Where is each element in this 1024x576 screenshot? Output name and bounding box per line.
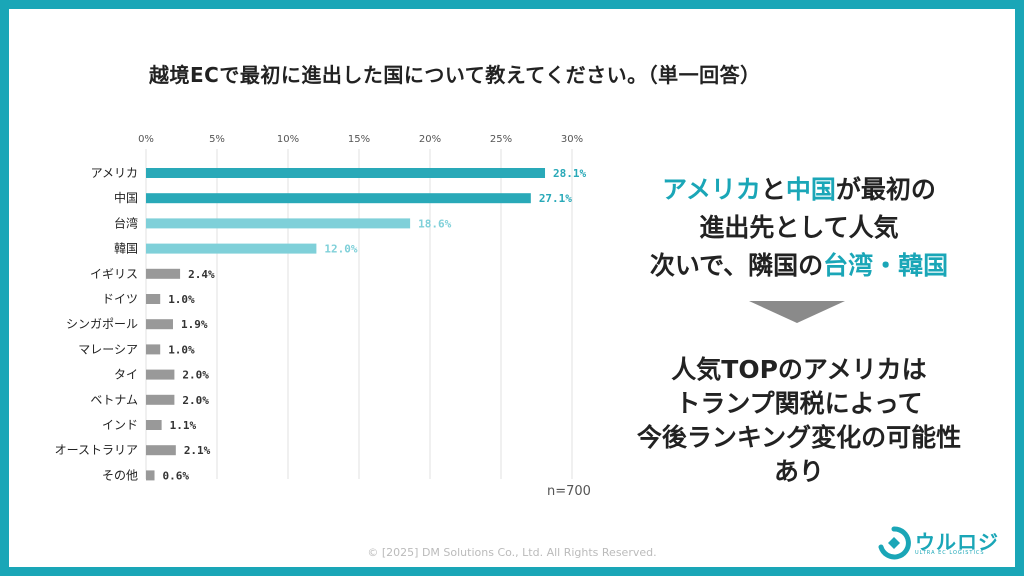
category-label: 中国 <box>114 190 138 205</box>
data-label: 2.1% <box>184 444 211 457</box>
bar <box>146 369 175 380</box>
x-tick-label: 25% <box>490 134 512 145</box>
category-label: マレーシア <box>78 342 138 356</box>
headline-line-2: 進出先として人気 <box>699 213 899 242</box>
bar <box>146 218 411 229</box>
data-label: 1.0% <box>168 293 195 306</box>
logo-name: ウルロジ <box>915 530 999 554</box>
data-label: 2.4% <box>188 268 215 281</box>
conclusion-line-3: 今後ランキング変化の可能性 <box>636 423 962 452</box>
bar <box>146 294 161 304</box>
data-label: 1.1% <box>170 419 197 432</box>
conclusion-line-4: あり <box>773 457 824 486</box>
bar-chart: 0% 5% 10% 15% 20% 25% 30% アメリカ 28.1% 中国 27.1% 台湾 18.… <box>55 134 587 482</box>
chart-title: 越境ECで最初に進出した国について教えてください。（単一回答） <box>149 63 761 87</box>
headline: アメリカと中国が最初の 進出先として人気 次いで、隣国の台湾・韓国 <box>609 171 989 285</box>
bar <box>146 243 317 254</box>
data-label: 0.6% <box>163 469 190 482</box>
data-label: 1.9% <box>181 318 208 331</box>
copyright: © [2025] DM Solutions Co., Ltd. All Righ… <box>367 546 657 559</box>
bar <box>146 268 181 279</box>
x-tick-label: 5% <box>209 134 225 145</box>
category-label: その他 <box>102 468 138 482</box>
slide: 越境ECで最初に進出した国について教えてください。（単一回答） 0% 5% 10% 1… <box>9 9 1015 567</box>
conclusion-line-1: 人気TOPのアメリカは <box>671 355 927 384</box>
data-label: 27.1% <box>539 192 572 205</box>
logo-subtitle: ULTRA EC LOGISTICS <box>915 550 985 556</box>
bar <box>146 193 531 204</box>
headline-china: 中国 <box>785 175 836 204</box>
down-arrow-icon <box>749 301 845 323</box>
x-tick-label: 30% <box>561 134 583 145</box>
logo: ウルロジ ULTRA EC LOGISTICS <box>877 526 1007 562</box>
category-label: イギリス <box>90 267 138 281</box>
bar <box>146 168 546 178</box>
category-label: オーストラリア <box>55 443 138 457</box>
bar <box>146 445 176 456</box>
category-label: シンガポール <box>66 317 138 331</box>
headline-line-3: 次いで、隣国の台湾・韓国 <box>609 247 989 285</box>
category-label: ベトナム <box>90 393 138 407</box>
data-label: 2.0% <box>182 369 209 382</box>
sample-size-note: n=700 <box>547 484 591 499</box>
data-label: 1.0% <box>168 343 195 356</box>
x-tick-label: 20% <box>419 134 441 145</box>
headline-first: が最初の <box>835 175 936 204</box>
x-tick-label: 10% <box>277 134 299 145</box>
headline-and: と <box>760 175 786 204</box>
category-label: ドイツ <box>102 292 138 306</box>
data-label: 28.1% <box>553 167 586 180</box>
logo-icon <box>878 526 911 560</box>
x-tick-label: 0% <box>138 134 154 145</box>
data-label: 18.6% <box>418 217 451 230</box>
data-label: 2.0% <box>182 394 209 407</box>
category-label: アメリカ <box>91 166 138 180</box>
conclusion-line-2: トランプ関税によって <box>675 389 923 418</box>
bar <box>146 344 161 355</box>
x-tick-label: 15% <box>348 134 370 145</box>
conclusion: 人気TOPのアメリカは トランプ関税によって 今後ランキング変化の可能性 あり <box>609 353 989 489</box>
category-label: 台湾 <box>114 215 138 230</box>
bar <box>146 394 175 405</box>
bar <box>146 470 155 481</box>
headline-usa: アメリカ <box>662 175 761 204</box>
bar <box>146 420 162 430</box>
bar <box>146 319 173 330</box>
data-label: 12.0% <box>324 243 357 256</box>
category-label: 韓国 <box>114 242 138 256</box>
headline-taiwan-korea: 台湾・韓国 <box>823 251 949 280</box>
category-label: インド <box>102 418 138 432</box>
category-label: タイ <box>114 368 138 382</box>
headline-next: 次いで、隣国の <box>649 251 824 280</box>
headline-line-1: アメリカと中国が最初の <box>609 171 989 209</box>
